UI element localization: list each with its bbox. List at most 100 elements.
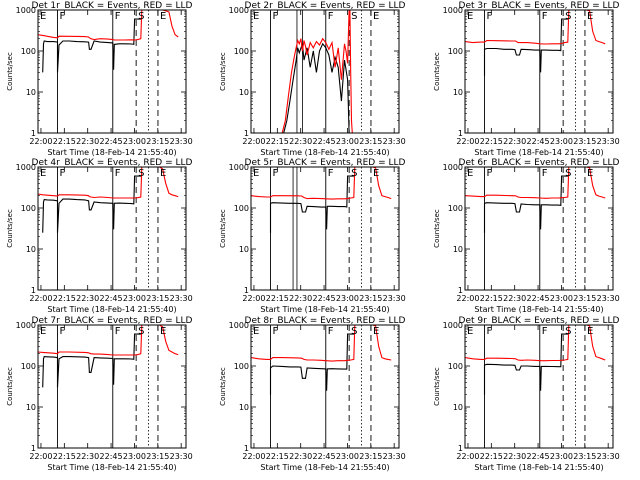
x-tick-label: 22:45 bbox=[100, 137, 123, 146]
event-marker-label: F bbox=[328, 168, 334, 179]
x-axis-label: Start Time (18-Feb-14 21:55:40) bbox=[474, 305, 603, 314]
chart-title: Det 8r_BLACK = Events, RED = LLD bbox=[245, 316, 406, 326]
x-tick-label: 23:00 bbox=[550, 137, 573, 146]
series-line-events bbox=[483, 18, 569, 76]
y-tick-label: 1 bbox=[458, 286, 463, 295]
x-tick-label: 22:30 bbox=[76, 294, 99, 303]
y-tick-label: 10 bbox=[26, 403, 36, 412]
event-marker-label: E bbox=[373, 168, 379, 179]
y-axis-label: Counts/sec bbox=[433, 209, 441, 248]
series-line-lld bbox=[38, 325, 179, 356]
event-marker-label: E bbox=[587, 168, 593, 179]
event-marker-label: S bbox=[351, 11, 357, 22]
x-tick-label: 23:30 bbox=[170, 294, 193, 303]
series-line-events bbox=[483, 175, 569, 233]
x-tick-label: 22:00 bbox=[456, 452, 479, 461]
event-marker-label: F bbox=[115, 11, 121, 22]
plot-frame bbox=[464, 324, 614, 449]
event-marker-label: E bbox=[40, 326, 46, 337]
x-tick-label: 22:15 bbox=[480, 137, 503, 146]
y-axis-label: Counts/sec bbox=[6, 209, 14, 248]
x-tick-label: 23:30 bbox=[170, 452, 193, 461]
series-line-events bbox=[42, 18, 142, 73]
x-tick-label: 23:30 bbox=[597, 137, 620, 146]
plot-frame bbox=[250, 166, 400, 291]
chart-panel-4: Det 4r_BLACK = Events, RED = LLD Counts/s… bbox=[6, 158, 193, 314]
x-tick-label: 22:30 bbox=[503, 137, 526, 146]
plot-area bbox=[465, 325, 606, 448]
x-tick-label: 22:45 bbox=[313, 452, 336, 461]
event-marker-label: E bbox=[160, 168, 166, 179]
y-tick-label: 10 bbox=[239, 88, 249, 97]
plot-area bbox=[251, 325, 392, 448]
y-tick-label: 100 bbox=[234, 47, 249, 56]
event-marker-label: S bbox=[565, 168, 571, 179]
series-line-lld bbox=[251, 167, 392, 200]
event-marker-label: E bbox=[253, 326, 259, 337]
x-axis-label: Start Time (18-Feb-14 21:55:40) bbox=[47, 148, 176, 157]
y-axis-label: Counts/sec bbox=[6, 367, 14, 406]
event-marker-label: F bbox=[542, 168, 548, 179]
y-tick-label: 1000 bbox=[16, 321, 36, 330]
y-tick-label: 1 bbox=[244, 129, 249, 138]
chart-title: Det 4r_BLACK = Events, RED = LLD bbox=[32, 158, 193, 168]
x-tick-label: 22:00 bbox=[29, 294, 52, 303]
chart-panel-8: Det 8r_BLACK = Events, RED = LLD Counts/s… bbox=[219, 316, 406, 472]
chart-title: Det 6r_BLACK = Events, RED = LLD bbox=[459, 158, 620, 168]
y-tick-label: 1 bbox=[458, 444, 463, 453]
series-line-events bbox=[42, 175, 142, 233]
y-axis-label: Counts/sec bbox=[219, 367, 227, 406]
series-line-lld bbox=[38, 10, 179, 41]
event-marker-label: E bbox=[587, 326, 593, 337]
event-marker-label: E bbox=[467, 168, 473, 179]
y-tick-label: 10 bbox=[26, 88, 36, 97]
x-tick-label: 23:30 bbox=[597, 452, 620, 461]
series-line-lld bbox=[465, 10, 606, 45]
series-line-lld bbox=[465, 325, 606, 362]
y-axis-label: Counts/sec bbox=[433, 52, 441, 91]
plot-area bbox=[38, 325, 179, 448]
plot-frame bbox=[37, 166, 187, 291]
x-tick-label: 23:00 bbox=[336, 452, 359, 461]
y-tick-label: 100 bbox=[448, 204, 463, 213]
y-tick-label: 1000 bbox=[229, 6, 249, 15]
series-line-events bbox=[42, 333, 142, 388]
event-marker-label: F bbox=[272, 168, 278, 179]
x-tick-label: 23:30 bbox=[597, 294, 620, 303]
x-tick-label: 23:00 bbox=[550, 452, 573, 461]
y-tick-label: 100 bbox=[21, 204, 36, 213]
event-marker-label: S bbox=[138, 11, 144, 22]
series-line-events bbox=[269, 175, 355, 233]
event-marker-label: S bbox=[565, 11, 571, 22]
plot-area bbox=[38, 167, 179, 290]
series-line-events bbox=[483, 333, 569, 395]
x-tick-label: 23:00 bbox=[123, 452, 146, 461]
x-tick-label: 23:00 bbox=[123, 294, 146, 303]
y-tick-label: 10 bbox=[239, 403, 249, 412]
y-axis-label: Counts/sec bbox=[219, 52, 227, 91]
plot-area bbox=[251, 167, 392, 290]
series-line-lld bbox=[465, 167, 606, 199]
x-axis-label: Start Time (18-Feb-14 21:55:40) bbox=[260, 305, 389, 314]
x-tick-label: 22:45 bbox=[313, 137, 336, 146]
y-tick-label: 1 bbox=[244, 286, 249, 295]
x-tick-label: 23:30 bbox=[383, 294, 406, 303]
plot-area bbox=[38, 10, 179, 133]
event-marker-label: F bbox=[115, 168, 121, 179]
event-marker-label: F bbox=[328, 11, 334, 22]
x-tick-label: 22:30 bbox=[503, 294, 526, 303]
plot-area bbox=[251, 10, 372, 133]
x-tick-label: 22:15 bbox=[266, 137, 289, 146]
x-axis-label: Start Time (18-Feb-14 21:55:40) bbox=[260, 148, 389, 157]
x-tick-label: 22:00 bbox=[456, 294, 479, 303]
event-marker-label: E bbox=[373, 11, 379, 22]
x-tick-label: 22:15 bbox=[53, 452, 76, 461]
x-tick-label: 22:00 bbox=[242, 452, 265, 461]
x-tick-label: 23:30 bbox=[170, 137, 193, 146]
event-marker-label: F bbox=[115, 326, 121, 337]
x-tick-label: 22:30 bbox=[289, 294, 312, 303]
x-tick-label: 22:30 bbox=[76, 137, 99, 146]
y-tick-label: 100 bbox=[21, 362, 36, 371]
x-tick-label: 22:45 bbox=[527, 137, 550, 146]
plot-area bbox=[465, 167, 606, 290]
